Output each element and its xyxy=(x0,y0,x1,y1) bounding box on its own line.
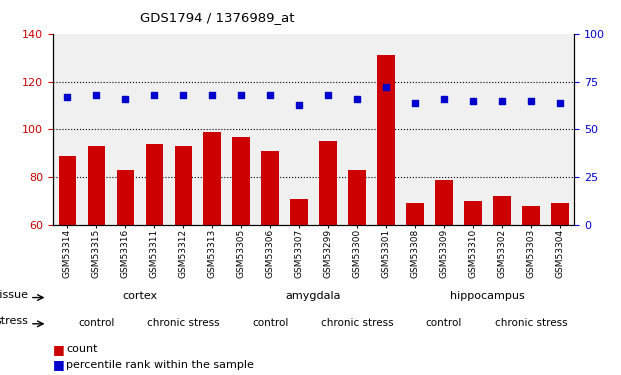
Point xyxy=(207,92,217,98)
Point xyxy=(120,96,130,102)
Bar xyxy=(319,141,337,225)
Bar xyxy=(378,55,395,225)
Text: tissue: tissue xyxy=(0,290,29,300)
Text: amygdala: amygdala xyxy=(286,291,342,301)
Bar xyxy=(348,170,366,225)
Bar xyxy=(204,132,221,225)
Text: count: count xyxy=(66,345,98,354)
Bar xyxy=(261,151,279,225)
Point xyxy=(265,92,275,98)
Bar xyxy=(117,170,134,225)
Bar xyxy=(58,156,76,225)
Bar xyxy=(175,146,192,225)
Point xyxy=(91,92,101,98)
Point xyxy=(294,102,304,108)
Text: cortex: cortex xyxy=(122,291,157,301)
Text: chronic stress: chronic stress xyxy=(147,318,219,327)
Text: control: control xyxy=(252,318,288,327)
Point xyxy=(526,98,536,104)
Point xyxy=(236,92,246,98)
Bar xyxy=(551,204,569,225)
Bar xyxy=(435,180,453,225)
Text: ■: ■ xyxy=(53,343,65,356)
Point xyxy=(352,96,362,102)
Point xyxy=(410,100,420,106)
Text: percentile rank within the sample: percentile rank within the sample xyxy=(66,360,255,369)
Text: chronic stress: chronic stress xyxy=(495,318,567,327)
Bar xyxy=(232,136,250,225)
Point xyxy=(323,92,333,98)
Point xyxy=(62,94,72,100)
Text: control: control xyxy=(78,318,114,327)
Bar xyxy=(493,196,510,225)
Text: ■: ■ xyxy=(53,358,65,371)
Text: chronic stress: chronic stress xyxy=(321,318,393,327)
Text: hippocampus: hippocampus xyxy=(450,291,525,301)
Bar xyxy=(88,146,105,225)
Text: stress: stress xyxy=(0,316,29,326)
Point xyxy=(555,100,565,106)
Bar xyxy=(145,144,163,225)
Text: GDS1794 / 1376989_at: GDS1794 / 1376989_at xyxy=(140,11,294,24)
Point xyxy=(439,96,449,102)
Point xyxy=(497,98,507,104)
Point xyxy=(149,92,159,98)
Bar xyxy=(522,206,540,225)
Bar xyxy=(465,201,482,225)
Bar xyxy=(406,204,424,225)
Text: control: control xyxy=(426,318,462,327)
Point xyxy=(468,98,478,104)
Point xyxy=(381,84,391,90)
Bar xyxy=(291,199,308,225)
Point xyxy=(178,92,188,98)
